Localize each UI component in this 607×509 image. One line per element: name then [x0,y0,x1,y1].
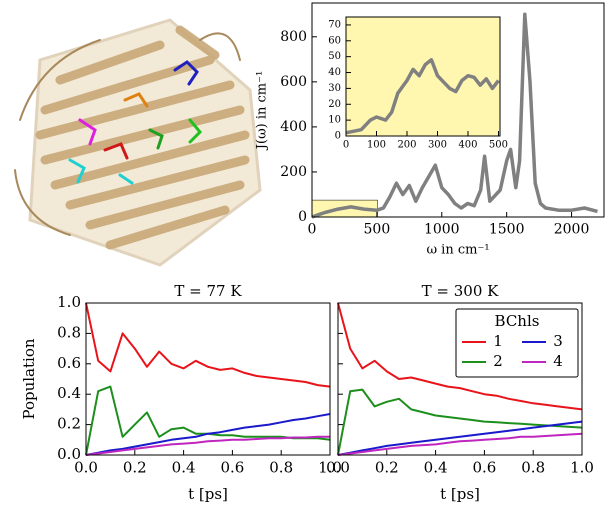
y-tick-label: 600 [280,74,307,90]
protein-image [14,18,262,267]
y-tick-label: 60 [328,35,341,46]
legend-title: BChls [495,312,540,330]
axes-frame [311,2,605,218]
axes-frame [337,302,583,456]
data-line [311,12,598,219]
data-line [337,420,583,456]
x-tick-label: 1500 [489,222,525,238]
x-axis-label: ω in cm⁻¹ [426,243,489,258]
legend-label: 2 [493,352,503,370]
y-tick-label: 400 [280,119,307,135]
y-tick-label: 200 [280,164,307,180]
chart-title: T = 77 K [174,282,242,300]
y-tick-label: 40 [328,67,341,78]
y-tick-label: 70 [328,19,341,30]
x-tick-label: 0.8 [521,459,545,477]
plot-area [86,303,330,455]
x-tick-label: 300 [428,140,447,151]
x-axis-label: t [ps] [440,485,480,503]
data-line [337,432,583,456]
y-tick-label: 800 [280,29,307,45]
y-tick-label: 0.6 [57,354,81,372]
data-line [85,302,331,388]
x-tick-label: 0.2 [123,459,147,477]
y-tick-label: 0 [335,131,341,142]
plot-area [346,17,500,136]
x-tick-label: 0.2 [375,459,399,477]
x-tick-label: 0.4 [172,459,196,477]
legend-label: 4 [553,352,563,370]
legend-box [455,308,579,378]
y-tick-label: 0.0 [57,445,81,463]
x-tick-label: 1000 [424,222,460,238]
x-tick-label: 0.6 [220,459,244,477]
x-tick-label: 1.0 [570,459,594,477]
data-line [337,302,583,411]
legend-label: 1 [493,332,503,350]
y-tick-label: 1.0 [57,293,81,311]
data-line [85,435,330,456]
x-tick-label: 0.8 [269,459,293,477]
x-tick-label: 200 [397,140,416,151]
y-axis-label: Population [20,338,38,419]
x-tick-label: 0 [308,222,317,238]
x-tick-label: 100 [367,140,386,151]
x-tick-label: 0 [343,140,349,151]
x-tick-label: 0.4 [424,459,448,477]
data-line [85,413,331,456]
x-tick-label: 0.0 [326,459,350,477]
x-tick-label: 2000 [554,222,590,238]
x-axis-label: t [ps] [188,485,228,503]
x-tick-label: 0.0 [74,459,98,477]
y-tick-label: 0.4 [57,384,81,402]
chart-title: T = 300 K [422,282,500,300]
axes-frame [345,16,501,137]
y-tick-label: 10 [328,115,341,126]
y-tick-label: 30 [328,83,341,94]
legend-label: 3 [553,332,563,350]
x-tick-label: 1.0 [318,459,342,477]
data-line [345,58,500,135]
data-line [337,388,583,456]
y-tick-label: 0.8 [57,323,81,341]
y-axis-label: J(ω) in cm⁻¹ [255,71,270,151]
axes-frame [85,302,331,456]
y-tick-label: 50 [328,51,341,62]
x-tick-label: 0.6 [472,459,496,477]
x-tick-label: 400 [458,140,477,151]
y-tick-label: 0.2 [57,415,81,433]
y-tick-label: 20 [328,99,341,110]
x-tick-label: 500 [364,222,391,238]
x-tick-label: 500 [489,140,508,151]
y-tick-label: 0 [298,209,307,225]
